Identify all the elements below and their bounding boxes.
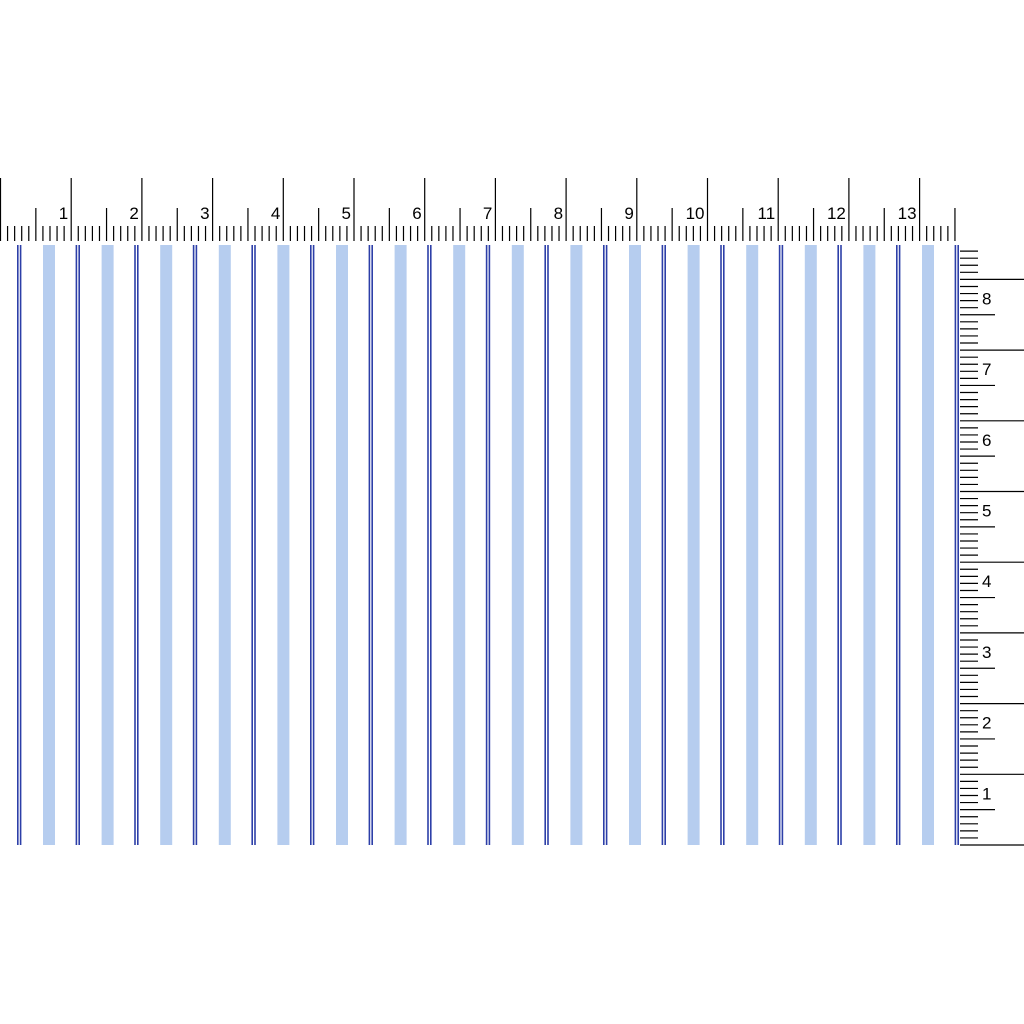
light-stripe [160,245,173,845]
dark-stripe [192,245,195,845]
top-ruler-label: 1 [59,204,68,223]
light-stripe [746,245,759,845]
dark-stripe [898,245,901,845]
dark-stripe [78,245,80,845]
light-stripe [922,245,934,845]
dark-stripe [661,245,664,845]
dark-stripe [485,245,488,845]
dark-stripe [427,245,429,845]
top-ruler-label: 8 [554,204,563,223]
light-stripe [101,245,114,845]
light-stripe [570,245,583,845]
light-stripe [863,245,876,845]
dark-stripe [837,245,839,845]
dark-stripe [195,245,198,845]
dark-stripe [957,245,959,845]
dark-stripe [368,245,371,845]
dark-stripe [430,245,432,845]
dark-stripe [310,245,312,845]
light-stripe [43,245,55,845]
light-stripe [804,245,817,845]
right-ruler-label: 3 [982,643,991,662]
dark-stripe [781,245,784,845]
right-ruler-label: 2 [982,714,991,733]
dark-stripe [544,245,546,845]
light-stripe [511,245,524,845]
dark-stripe [603,245,605,845]
dark-stripe [896,245,898,845]
top-ruler-label: 11 [758,204,776,223]
light-stripe [687,245,700,845]
dark-stripe [488,245,491,845]
top-ruler-label: 4 [271,204,280,223]
light-stripe [277,245,290,845]
dark-stripe [137,245,139,845]
right-ruler-label: 6 [982,431,991,450]
light-stripe [336,245,348,845]
right-ruler-label: 1 [982,784,991,803]
right-ruler-label: 8 [982,289,991,308]
light-stripe [453,245,466,845]
right-ruler-label: 7 [982,360,991,379]
dark-stripe [312,245,315,845]
top-ruler-label: 7 [483,204,492,223]
light-stripe [218,245,231,845]
top-ruler: 1 2 3 4 5 6 7 8 9 10 11 12 13 [0,178,956,241]
top-ruler-label: 12 [827,204,846,223]
light-stripe [629,245,641,845]
dark-stripe [251,245,253,845]
dark-stripe [840,245,842,845]
top-ruler-label: 5 [342,204,351,223]
dark-stripe [19,245,22,845]
dark-stripe [371,245,373,845]
dark-stripe [547,245,549,845]
dark-stripe [723,245,725,845]
dark-stripe [664,245,666,845]
dark-stripe [134,245,136,845]
dark-stripe [954,245,957,845]
dark-stripe [605,245,608,845]
dark-stripe [75,245,78,845]
right-ruler-label: 4 [982,572,991,591]
top-ruler-label: 13 [898,204,917,223]
dark-stripe [778,245,781,845]
top-ruler-label: 10 [686,204,705,223]
dark-stripe [254,245,256,845]
top-ruler-label: 6 [412,204,421,223]
light-stripe [394,245,407,845]
top-ruler-label: 2 [129,204,138,223]
top-ruler-label: 9 [624,204,633,223]
dark-stripe [17,245,19,845]
right-ruler-label: 5 [982,502,991,521]
top-ruler-label: 3 [200,204,209,223]
dark-stripe [720,245,722,845]
